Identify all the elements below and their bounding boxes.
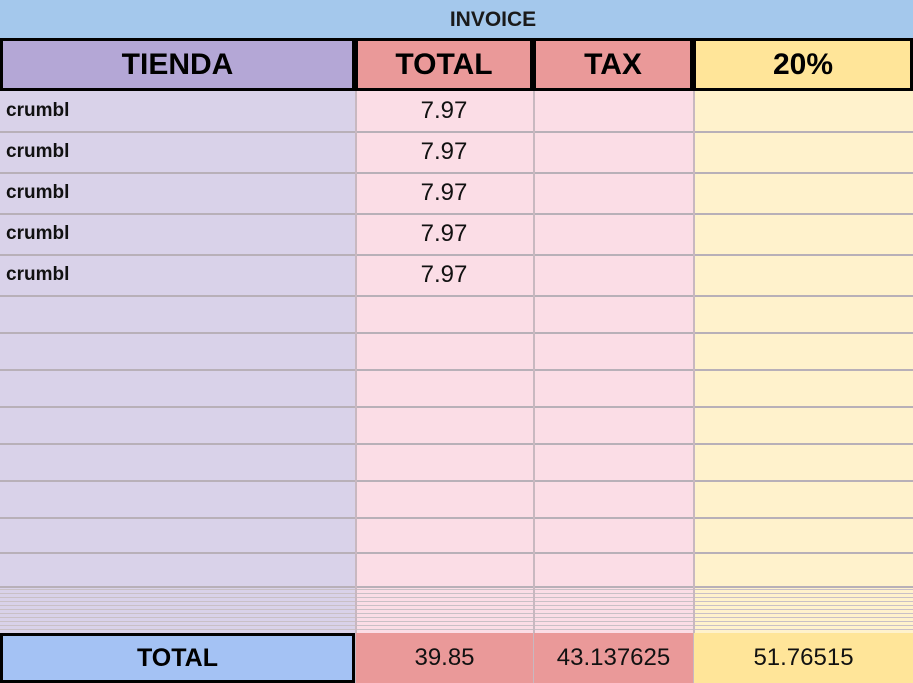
- grid-line: [0, 586, 913, 588]
- grid-line: [0, 613, 913, 614]
- column-header: TOTAL: [355, 38, 533, 91]
- grid-line: [0, 601, 913, 602]
- grid-line: [0, 213, 913, 215]
- grid-line: [0, 254, 913, 256]
- grid-line: [0, 295, 913, 297]
- total-cell: 7.97: [420, 178, 468, 206]
- store-cell: crumbl: [6, 222, 70, 244]
- column-header: TIENDA: [0, 38, 355, 91]
- store-cell: crumbl: [6, 140, 70, 162]
- grid-line: [0, 589, 913, 590]
- totals-label: TOTAL: [0, 633, 355, 683]
- grid-line: [0, 332, 913, 334]
- grid-line: [355, 90, 357, 633]
- total-cell: 7.97: [420, 260, 468, 288]
- store-cell: crumbl: [6, 263, 70, 285]
- column-header: 20%: [693, 38, 913, 91]
- totals-value: 43.137625: [533, 633, 693, 683]
- grid-line: [0, 617, 913, 618]
- column-body: [693, 90, 913, 633]
- grid-line: [0, 621, 913, 622]
- totals-value: 39.85: [355, 633, 533, 683]
- column-body: [355, 90, 533, 633]
- grid-line: [533, 90, 535, 633]
- grid-line: [0, 593, 913, 594]
- total-cell: 7.97: [420, 137, 468, 165]
- title-bar: [0, 0, 913, 38]
- grid-line: [0, 625, 913, 626]
- grid-line: [0, 480, 913, 482]
- column-header: TAX: [533, 38, 693, 91]
- grid-line: [0, 517, 913, 519]
- total-cell: 7.97: [420, 219, 468, 247]
- store-cell: crumbl: [6, 181, 70, 203]
- column-body: [533, 90, 693, 633]
- grid-line: [0, 443, 913, 445]
- grid-line: [693, 90, 695, 633]
- grid-line: [0, 406, 913, 408]
- grid-line: [0, 552, 913, 554]
- totals-value: 51.76515: [693, 633, 913, 683]
- column-body: [0, 90, 355, 633]
- grid-line: [0, 172, 913, 174]
- total-cell: 7.97: [420, 96, 468, 124]
- sheet-title: INVOICE: [449, 8, 537, 31]
- grid-line: [0, 131, 913, 133]
- grid-line: [0, 597, 913, 598]
- grid-line: [0, 609, 913, 610]
- grid-line: [0, 605, 913, 606]
- grid-line: [0, 629, 913, 630]
- store-cell: crumbl: [6, 99, 70, 121]
- grid-line: [0, 369, 913, 371]
